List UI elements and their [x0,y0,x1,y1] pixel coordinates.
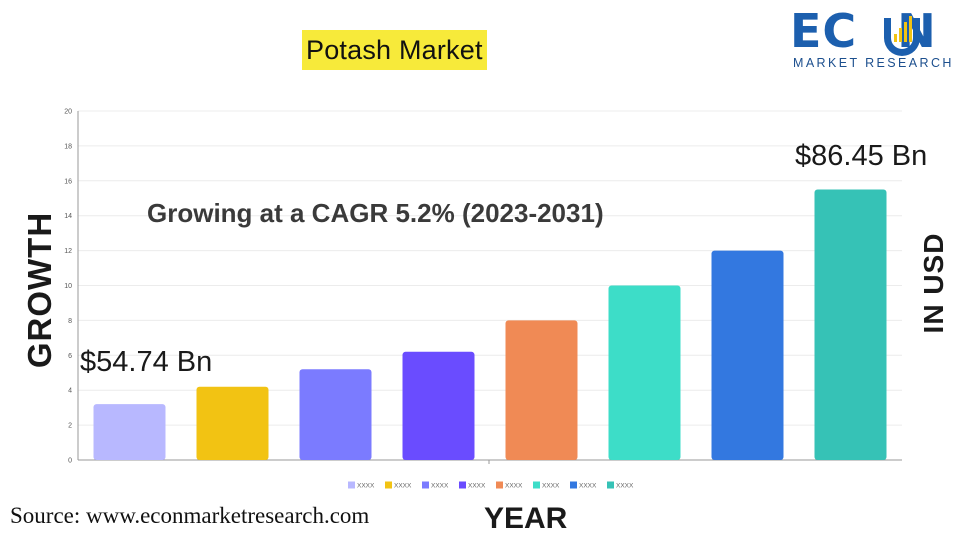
y-tick-label: 10 [64,283,72,290]
y-tick-label: 4 [68,388,72,395]
y-tick-label: 12 [64,248,72,255]
legend-label: XXXX [505,483,523,490]
bar [814,189,887,460]
y-tick-label: 2 [68,423,72,430]
y-tick-label: 0 [68,458,72,465]
logo-wordmark: ECN [790,6,937,56]
y-tick-label: 18 [64,143,72,150]
legend-swatch [459,481,466,489]
bar [608,285,681,460]
logo-tagline: MARKET RESEARCH [793,56,954,70]
y-tick-label: 8 [68,318,72,325]
page-title: Potash Market [302,30,487,70]
legend-swatch [533,481,540,489]
chart-subtitle: Growing at a CAGR 5.2% (2023-2031) [147,198,604,228]
y-axis-label-left: GROWTH [21,211,58,369]
legend-label: XXXX [579,483,597,490]
legend-swatch [570,481,577,489]
legend-label: XXXX [431,483,449,490]
y-axis-label-right: IN USD [918,232,949,334]
bar [402,351,475,460]
legend-label: XXXX [542,483,560,490]
legend-swatch [348,481,355,489]
legend-label: XXXX [616,483,634,490]
source-note: Source: www.econmarketresearch.com [10,503,370,528]
annotation-last-value: $86.45 Bn [795,140,928,172]
logo-globe-icon [884,16,920,56]
bar [299,369,372,460]
bar [711,250,784,460]
legend-label: XXXX [468,483,486,490]
y-tick-label: 14 [64,213,72,220]
legend-swatch [496,481,503,489]
annotation-first-value: $54.74 Bn [80,346,213,378]
logo-brand-left: EC [790,4,858,58]
bar [93,404,166,460]
y-tick-label: 6 [68,353,72,360]
x-axis-label: YEAR [484,502,568,535]
legend-label: XXXX [394,483,412,490]
bar [196,386,269,460]
y-tick-label: 20 [64,109,72,116]
econ-logo: ECN MARKET RESEARCH [790,6,972,74]
legend-swatch [422,481,429,489]
bar [505,320,578,460]
legend-label: XXXX [357,483,375,490]
y-tick-label: 16 [64,178,72,185]
legend-swatch [385,481,392,489]
legend-swatch [607,481,614,489]
